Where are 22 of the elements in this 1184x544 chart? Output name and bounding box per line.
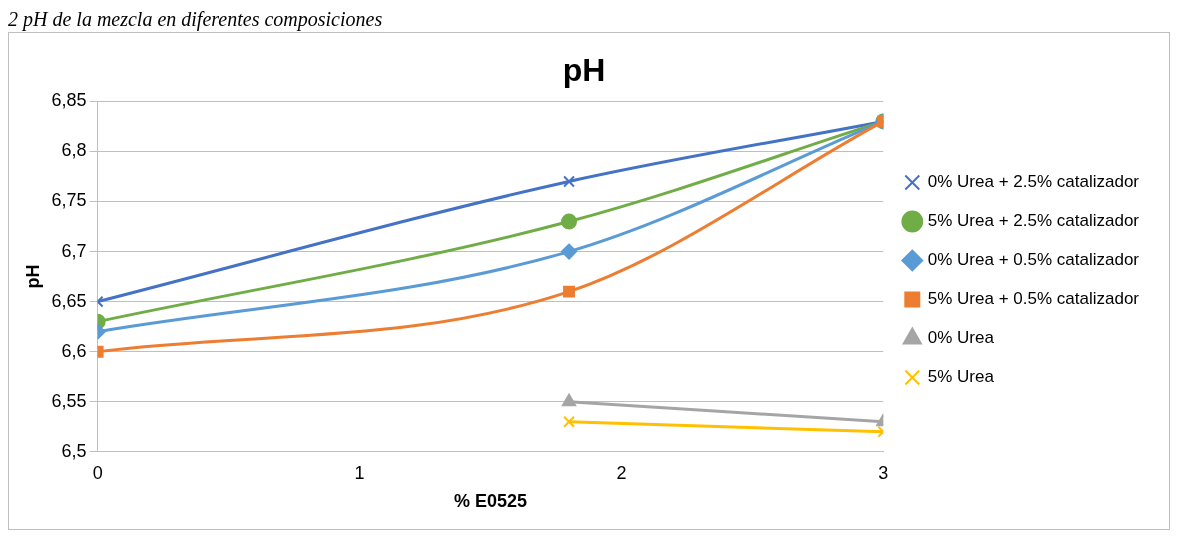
legend-label: 5% Urea + 0.5% catalizador <box>927 289 1140 309</box>
x-tick-label: 0 <box>92 462 103 483</box>
text: 2 pH de la mezcla en diferentes composiciones <box>8 8 384 32</box>
y-tick-label: 6,8 <box>61 140 87 161</box>
legend-label: 0% Urea + 0.5% catalizador <box>927 250 1140 270</box>
y-tick-label: 6,5 <box>61 440 87 461</box>
y-tick-label: 6,85 <box>51 90 87 111</box>
legend-label: 0% Urea <box>927 328 995 348</box>
y-tick-label: 6,7 <box>61 240 87 261</box>
y-axis-title: pH <box>22 264 43 289</box>
legend-label: 5% Urea + 2.5% catalizador <box>927 211 1140 231</box>
y-tick-label: 6,65 <box>51 290 87 311</box>
x-axis-title: % E0525 <box>453 491 527 512</box>
legend-label: 5% Urea <box>927 367 995 387</box>
y-tick-label: 6,75 <box>51 190 87 211</box>
legend-label: 0% Urea + 2.5% catalizador <box>927 172 1140 192</box>
x-tick-label: 1 <box>354 462 365 483</box>
y-tick-label: 6,55 <box>51 390 87 411</box>
chart-title: pH <box>562 52 606 89</box>
y-tick-label: 6,6 <box>61 340 87 361</box>
x-tick-label: 2 <box>616 462 627 483</box>
x-tick-label: 3 <box>878 462 889 483</box>
